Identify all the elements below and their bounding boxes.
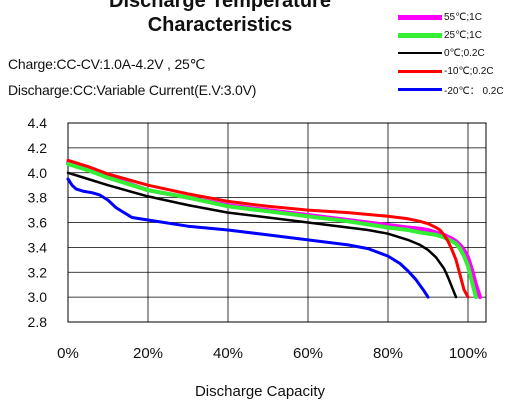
x-tick-label: 100% <box>449 345 487 362</box>
y-tick-label: 4.0 <box>28 165 48 181</box>
legend-item-minus10c: -10℃;0.2C <box>398 62 521 80</box>
y-tick-label: 3.8 <box>28 190 48 206</box>
y-tick-label: 4.4 <box>28 115 48 131</box>
x-tick-label: 20% <box>133 345 163 362</box>
legend-item-0c: 0℃;0.2C <box>398 44 521 62</box>
series-line-4 <box>66 177 430 299</box>
y-tick-label: 3.0 <box>28 289 48 305</box>
y-tick-label: 3.2 <box>28 264 48 280</box>
legend-label-0c: 0℃;0.2C <box>444 47 485 59</box>
legend-swatch-25c <box>398 32 442 38</box>
legend-item-55c: 55℃;1C <box>398 8 521 26</box>
legend-item-minus20c: -20℃： 0.2C <box>398 80 521 98</box>
y-tick-label: 3.6 <box>28 215 48 231</box>
y-tick-label: 2.8 <box>28 314 48 330</box>
chart-title-line-1: Discharge Temperature <box>109 0 331 12</box>
charge-condition-text: Charge:CC-CV:1.0A-4.2V , 25℃ <box>8 56 206 72</box>
legend-swatch-55c <box>398 14 442 20</box>
x-tick-label: 0% <box>57 345 79 362</box>
y-tick-label: 4.2 <box>28 140 48 156</box>
legend-label-55c: 55℃;1C <box>444 11 482 23</box>
x-tick-label: 80% <box>373 345 403 362</box>
x-tick-label: 40% <box>213 345 243 362</box>
legend: 55℃;1C 25℃;1C 0℃;0.2C -10℃;0.2C -20℃： 0.… <box>398 8 521 98</box>
x-axis-label: Discharge Capacity <box>195 383 326 400</box>
legend-swatch-minus10c <box>398 69 442 73</box>
legend-label-25c: 25℃;1C <box>444 29 482 41</box>
series-line-3 <box>66 158 470 299</box>
x-tick-label: 60% <box>293 345 323 362</box>
legend-swatch-minus20c <box>398 87 442 91</box>
discharge-condition-text: Discharge:CC:Variable Current(E.V:3.0V) <box>8 82 257 98</box>
series-line-2 <box>66 171 458 299</box>
chart-title-line-2: Characteristics <box>147 14 293 36</box>
legend-item-25c: 25℃;1C <box>398 26 521 44</box>
legend-swatch-0c <box>398 52 442 54</box>
legend-label-minus10c: -10℃;0.2C <box>444 65 494 77</box>
legend-label-minus20c: -20℃： 0.2C <box>444 85 504 97</box>
series-line-1 <box>66 162 478 300</box>
y-tick-label: 3.4 <box>28 239 48 255</box>
